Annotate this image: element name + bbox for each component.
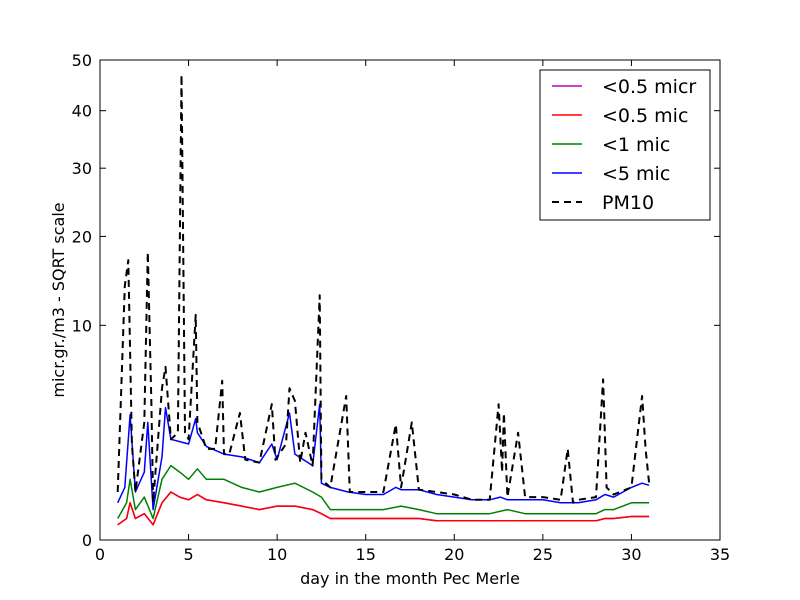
legend: <0.5 micr <0.5 mic <1 mic <5 mic PM10 [539,69,711,221]
y-tick-label: 40 [72,102,92,121]
series-line-3 [117,403,650,511]
x-tick-label: 30 [621,545,641,564]
y-tick-label: 50 [72,51,92,70]
x-tick-label: 25 [533,545,553,564]
series-line-4 [116,73,651,504]
ticks-layer: 0 5 10 15 20 25 30 35 0 10 20 30 40 50 [72,51,731,564]
x-tick-label: 20 [444,545,464,564]
x-tick-label: 5 [183,545,193,564]
y-tick-label: 10 [72,316,92,335]
legend-box [539,69,711,221]
x-tick-label: 15 [356,545,376,564]
legend-label: PM10 [602,192,654,214]
series-line-1 [117,491,650,526]
legend-label: <5 mic [602,163,670,185]
series-layer [116,73,651,526]
plot-area-frame [99,59,721,541]
legend-label: <0.5 micr [602,76,696,98]
y-tick-label: 20 [72,227,92,246]
x-axis-title: day in the month Pec Merle [300,569,520,588]
x-tick-label: 0 [95,545,105,564]
legend-label: <1 mic [602,134,670,156]
y-axis-title: micr.gr./m3 - SQRT scale [49,202,68,397]
y-tick-label: 0 [82,531,92,550]
series-line-2 [117,464,650,520]
legend-label: <0.5 mic [602,105,688,127]
x-tick-label: 10 [267,545,287,564]
x-tick-label: 35 [710,545,730,564]
y-tick-label: 30 [72,159,92,178]
